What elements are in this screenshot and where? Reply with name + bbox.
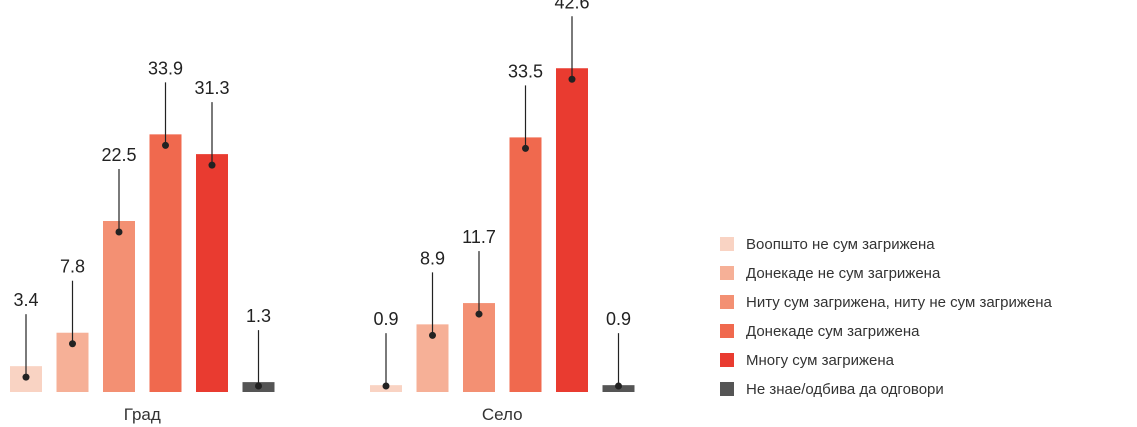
leader-dot-g1-s1 [429,331,436,339]
legend-label: Донекаде не сум загрижена [746,264,941,282]
legend-swatch [720,237,734,251]
value-label-g0-s4: 31.3 [194,78,229,98]
legend-swatch [720,324,734,338]
value-label-g1-s4: 42.6 [554,0,589,12]
bar-g0-s3 [149,134,182,393]
value-label-g0-s5: 1.3 [246,306,271,326]
category-label-0: Град [124,405,161,424]
leader-dot-g0-s2 [115,228,123,236]
leader-dot-g0-s1 [69,340,76,348]
legend-item-0: Воопшто не сум загрижена [720,232,1052,256]
legend-label: Многу сум загрижена [746,351,894,369]
leader-dot-g0-s0 [22,373,30,381]
leader-dot-g0-s3 [162,141,169,149]
legend-item-1: Донекаде не сум загрижена [720,261,1052,285]
leader-dot-g1-s5 [615,382,622,390]
value-label-g1-s2: 11.7 [462,227,496,247]
bar-g1-s4 [556,68,588,393]
legend-label: Ниту сум загрижена, ниту не сум загрижен… [746,293,1052,311]
legend-label: Донекаде сум загрижена [746,322,920,340]
legend-item-5: Не знае/одбива да одговори [720,377,1052,401]
leader-dot-g1-s4 [568,75,576,83]
bar-g1-s3 [509,137,542,392]
legend-swatch [720,266,734,280]
legend-swatch [720,353,734,367]
leader-dot-g1-s3 [522,144,529,152]
bar-chart: 3.4 7.8 22.5 33.9 31.3 1.3 0.9 8.9 11.7 33.5 42.6 0… [10,0,635,424]
value-label-g1-s3: 33.5 [508,61,543,81]
value-label-g0-s2: 22.5 [101,145,136,165]
leader-dot-g0-s4 [208,161,216,169]
category-label-1: Село [482,405,523,424]
legend: Воопшто не сум загрижена Донекаде не сум … [720,232,1052,406]
value-label-g0-s0: 3.4 [13,290,38,310]
value-label-g0-s3: 33.9 [148,58,183,78]
value-label-g1-s0: 0.9 [373,309,398,329]
value-label-g0-s1: 7.8 [60,257,85,277]
legend-item-4: Многу сум загрижена [720,348,1052,372]
legend-swatch [720,382,734,396]
leader-dot-g1-s0 [382,382,390,390]
leader-dot-g0-s5 [255,382,262,390]
legend-swatch [720,295,734,309]
bar-g1-s2 [463,303,495,392]
legend-item-3: Донекаде сум загрижена [720,319,1052,343]
legend-label: Не знае/одбива да одговори [746,380,944,398]
bar-g0-s4 [196,154,228,392]
leader-dot-g1-s2 [475,310,483,318]
legend-label: Воопшто не сум загрижена [746,235,935,253]
value-label-g1-s1: 8.9 [420,248,445,268]
bar-g0-s2 [103,221,135,392]
legend-item-2: Ниту сум загрижена, ниту не сум загрижен… [720,290,1052,314]
value-label-g1-s5: 0.9 [606,309,631,329]
